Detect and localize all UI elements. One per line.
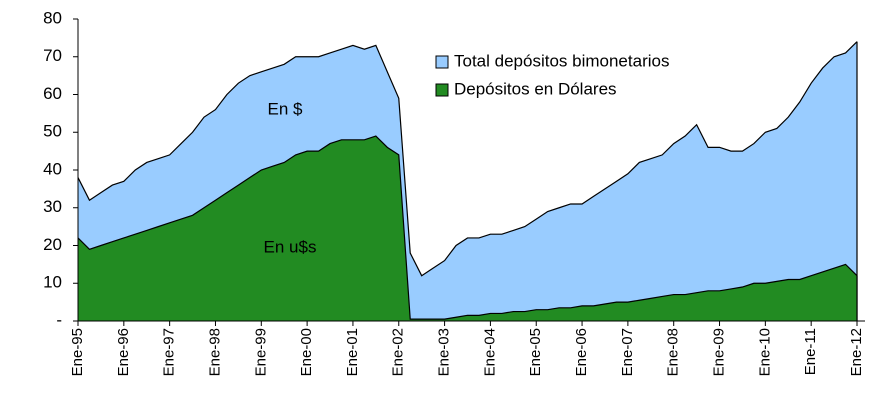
- x-tick-label: Ene-97: [161, 328, 178, 376]
- x-tick-label: Ene-09: [710, 328, 727, 376]
- y-tick-label: 80: [43, 8, 62, 27]
- y-tick-label: 40: [43, 159, 62, 178]
- area-outline: [77, 41, 858, 277]
- legend-swatch: [435, 83, 449, 97]
- y-tick-label: 60: [43, 84, 62, 103]
- x-tick-label: Ene-02: [390, 328, 407, 376]
- areas: [77, 41, 858, 322]
- x-tick-label: Ene-01: [344, 328, 361, 376]
- x-tick-label: Ene-08: [665, 328, 682, 376]
- y-tick-label: 20: [43, 235, 62, 254]
- x-tick-label: Ene-96: [115, 328, 132, 376]
- x-tick-label: Ene-00: [298, 328, 315, 376]
- annotation: En $: [268, 99, 304, 118]
- y-tick-label: 70: [43, 46, 62, 65]
- x-tick-label: Ene-05: [527, 328, 544, 376]
- area-outline: [77, 135, 858, 320]
- legend-swatch: [435, 55, 449, 69]
- legend-label: Depósitos en Dólares: [454, 79, 617, 98]
- area: [78, 136, 857, 321]
- y-tick-label: 30: [43, 197, 62, 216]
- x-tick-label: Ene-95: [69, 328, 86, 376]
- x-tick-label: Ene-11: [802, 328, 819, 375]
- annotation: En u$s: [264, 237, 317, 256]
- y-tick-label: 10: [43, 273, 62, 292]
- x-tick-label: Ene-06: [573, 328, 590, 376]
- y-tick-label: 50: [43, 122, 62, 141]
- legend-label: Total depósitos bimonetarios: [454, 51, 669, 70]
- x-tick-label: Ene-99: [252, 328, 269, 376]
- x-tick-label: Ene-03: [436, 328, 453, 376]
- x-tick-label: Ene-04: [481, 328, 498, 376]
- x-tick-label: Ene-10: [756, 328, 773, 376]
- x-tick-label: Ene-12: [848, 328, 865, 376]
- x-tick-label: Ene-07: [619, 328, 636, 376]
- y-tick-label: -: [56, 310, 62, 329]
- x-tick-label: Ene-98: [206, 328, 223, 376]
